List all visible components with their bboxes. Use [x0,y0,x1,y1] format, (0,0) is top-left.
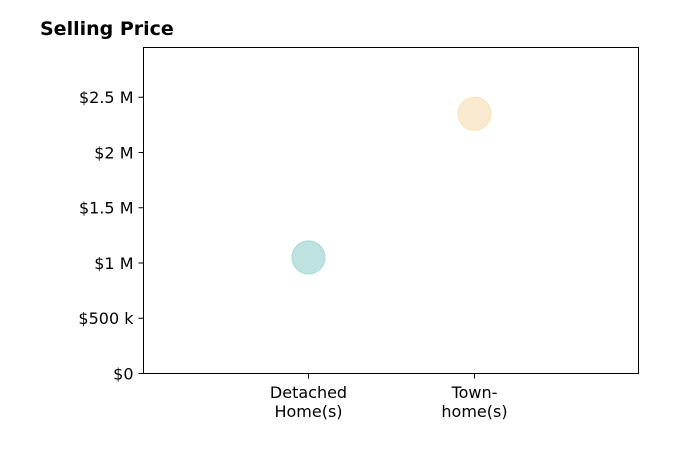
y-tick-label: $500 k [78,309,134,328]
data-point [291,240,326,275]
data-point [457,96,492,131]
y-tick-label: $1.5 M [79,199,134,218]
plot-area-frame [143,47,639,374]
chart-title: Selling Price [40,18,174,40]
y-tick-label: $2 M [94,143,133,162]
x-tick-label: Detached [270,383,347,402]
y-tick-label: $0 [113,365,133,384]
y-axis: $0 $500 k $1 M $1.5 M $2 M $2.5 M [78,88,144,384]
y-tick-label: $2.5 M [79,88,134,107]
x-tick-label: Town- [451,383,498,402]
x-tick-label: Home(s) [274,402,342,421]
x-tick-label: home(s) [441,402,507,421]
data-points [291,96,492,275]
y-tick-label: $1 M [94,254,133,273]
